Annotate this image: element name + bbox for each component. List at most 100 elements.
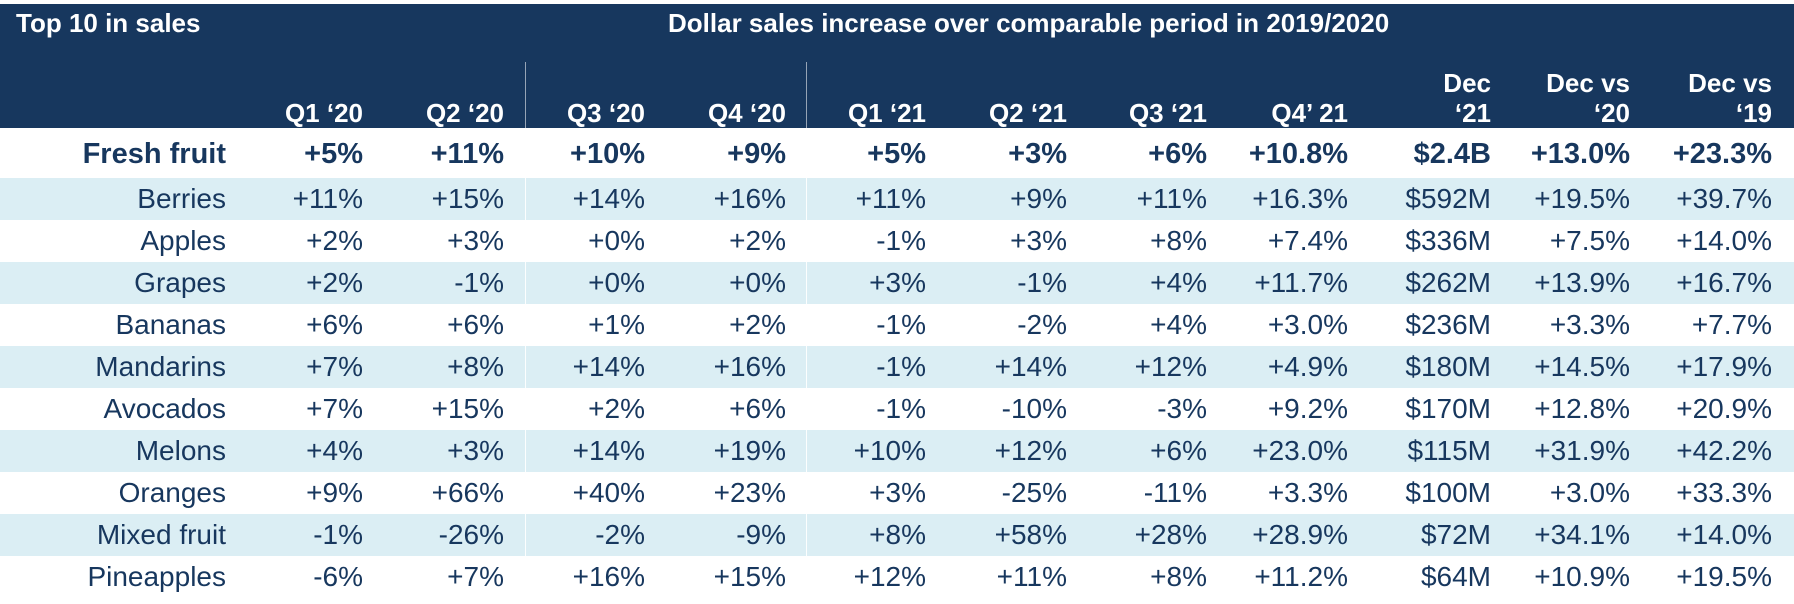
value-cell: +3.0% [1549,477,1630,508]
table-bottom-border [0,598,1794,600]
value-cell: +11.2% [1254,561,1348,592]
value-cell: +8% [869,519,926,550]
value-cell: +13.0% [1530,138,1630,170]
column-header-4: Q4 ‘20 [707,98,786,128]
table-row: Melons +4% +3% +14% +19% +10% +12% +6% +23.0% $11… [0,430,1794,472]
value-cell: +16% [713,183,786,214]
table-title: Dollar sales increase over comparable pe… [668,8,1390,38]
category-label: Avocados [103,393,226,424]
table-row: Mandarins +7% +8% +14% +16% -1% +14% +12% +4.9% $… [0,346,1794,388]
value-cell: +7% [306,393,363,424]
column-header-7: Q3 ‘21 [1128,98,1207,128]
value-cell: +4% [306,435,363,466]
table-header: Top 10 in sales Dollar sales increase ov… [0,4,1794,128]
value-cell: -2% [1017,309,1067,340]
table-row: Avocados +7% +15% +2% +6% -1% -10% -3% +9.2% $170… [0,388,1794,430]
value-cell: +13.9% [1534,267,1630,298]
value-cell: +3.3% [1267,477,1348,508]
column-header-1: Q1 ‘20 [284,98,363,128]
value-cell: -1% [876,393,926,424]
value-cell: +28% [1134,519,1207,550]
value-cell: +9.2% [1267,393,1348,424]
value-cell: +8% [1150,225,1207,256]
table-row: Bananas +6% +6% +1% +2% -1% -2% +4% +3.0% $236M +3… [0,304,1794,346]
category-label: Berries [137,183,226,214]
table-row: Mixed fruit -1% -26% -2% -9% +8% +58% +28% +28.9… [0,514,1794,556]
header-divider-2 [806,62,807,128]
table-row: Grapes +2% -1% +0% +0% +3% -1% +4% +11.7% $262M +1… [0,262,1794,304]
value-cell: +16.3% [1252,183,1348,214]
value-cell: +2% [588,393,645,424]
value-cell: +7.5% [1549,225,1630,256]
value-cell: +11% [855,183,926,214]
value-cell: +6% [1150,435,1207,466]
top-sales-heading: Top 10 in sales [16,8,201,38]
value-cell: -2% [595,519,645,550]
value-cell: +4% [1150,267,1207,298]
value-cell: $72M [1420,519,1491,550]
value-cell: +3% [869,267,926,298]
value-cell: +11% [430,138,504,170]
value-cell: -25% [1001,477,1067,508]
value-cell: +3.3% [1549,309,1630,340]
value-cell: +11.7% [1254,267,1348,298]
value-cell: +11% [1136,183,1207,214]
category-label: Melons [135,435,226,466]
value-cell: -10% [1001,393,1067,424]
body-divider-1 [525,176,526,604]
value-cell: +33.3% [1676,477,1772,508]
value-cell: +7% [447,561,504,592]
table-row: Oranges +9% +66% +40% +23% +3% -25% -11% +3.3% $1… [0,472,1794,514]
value-cell: -26% [438,519,504,550]
category-label: Mandarins [95,351,226,382]
table-row: Pineapples -6% +7% +16% +15% +12% +11% +8% +11.2… [0,556,1794,598]
value-cell: -1% [876,309,926,340]
value-cell: +8% [447,351,504,382]
value-cell: +11% [292,183,363,214]
value-cell: +66% [431,477,504,508]
value-cell: +17.9% [1676,351,1772,382]
value-cell: +15% [713,561,786,592]
category-label: Apples [140,225,226,256]
value-cell: +39.7% [1676,183,1772,214]
value-cell: +3% [1008,138,1067,170]
value-cell: +2% [306,267,363,298]
value-cell: +12% [1134,351,1207,382]
body-divider-2 [806,176,807,604]
value-cell: +14% [572,351,645,382]
value-cell: +28.9% [1252,519,1348,550]
value-cell: $336M [1405,225,1491,256]
value-cell: +40% [572,477,645,508]
value-cell: $115M [1407,435,1491,466]
value-cell: +23.0% [1252,435,1348,466]
header-divider-1 [525,62,526,128]
value-cell: +14% [994,351,1067,382]
value-cell: +4.9% [1267,351,1348,382]
value-cell: +16.7% [1676,267,1772,298]
column-header-11: Dec vs ‘19 [1688,68,1772,128]
value-cell: +14.0% [1676,519,1772,550]
category-label: Mixed fruit [96,519,226,550]
value-cell: +19% [713,435,786,466]
value-cell: -3% [1157,393,1207,424]
value-cell: +20.9% [1676,393,1772,424]
value-cell: $262M [1405,267,1491,298]
value-cell: +6% [306,309,363,340]
value-cell: +3% [869,477,926,508]
value-cell: $2.4B [1413,138,1491,170]
value-cell: +10.8% [1248,138,1348,170]
column-header-3: Q3 ‘20 [566,98,645,128]
value-cell: $170M [1405,393,1491,424]
value-cell: +12.8% [1534,393,1630,424]
value-cell: +2% [729,225,786,256]
value-cell: +2% [729,309,786,340]
category-label-total: Fresh fruit [82,138,226,170]
category-label: Bananas [115,309,226,340]
value-cell: +9% [1010,183,1067,214]
value-cell: +7% [306,351,363,382]
value-cell: +0% [729,267,786,298]
value-cell: +19.5% [1534,183,1630,214]
value-cell: +10.9% [1534,561,1630,592]
value-cell: +12% [853,561,926,592]
value-cell: +3% [1010,225,1067,256]
